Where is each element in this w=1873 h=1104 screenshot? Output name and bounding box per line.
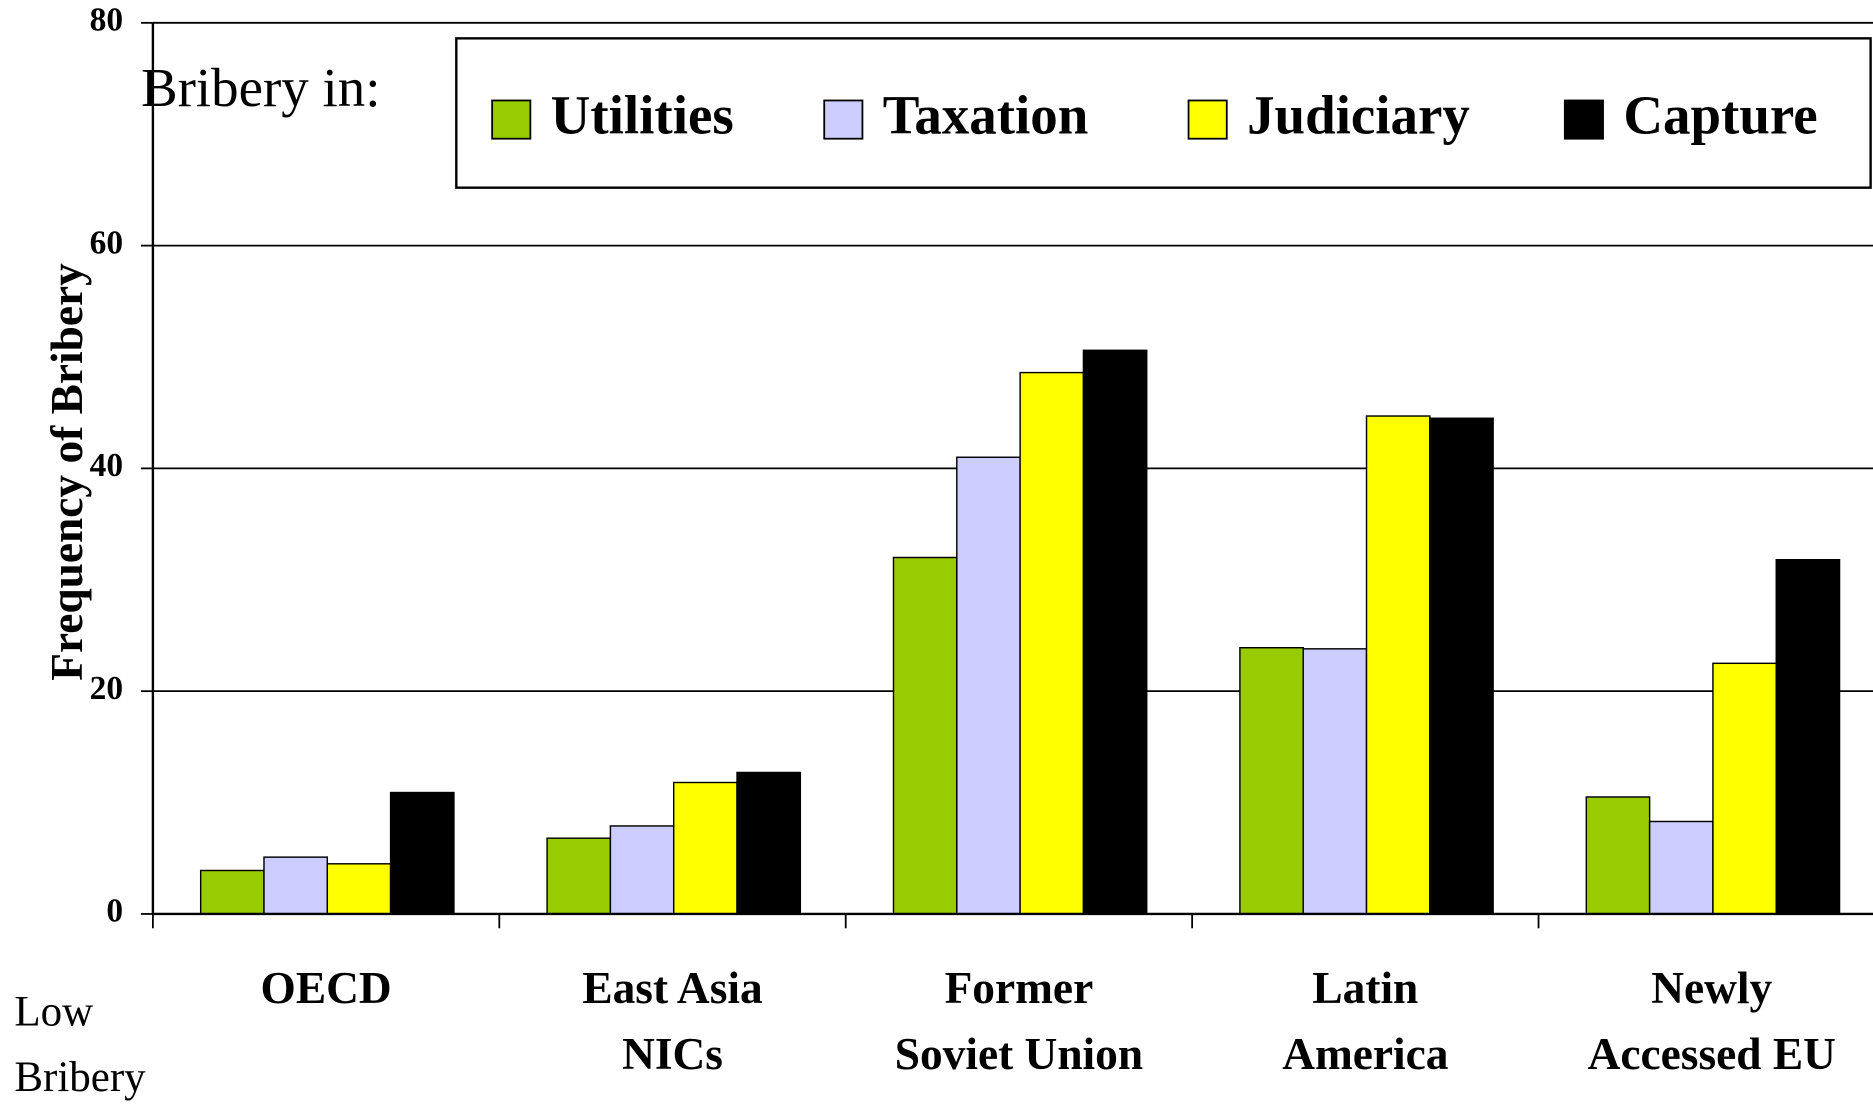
- legend-swatch: [1563, 99, 1604, 140]
- bar: [672, 781, 738, 915]
- bar: [736, 771, 802, 915]
- bar: [389, 791, 455, 915]
- bar: [546, 837, 612, 915]
- bar: [956, 456, 1021, 915]
- y-tick-label: 80: [90, 2, 123, 39]
- bar: [1082, 349, 1148, 915]
- x-tick-label: East Asia: [582, 963, 762, 1013]
- legend-swatch: [823, 99, 864, 140]
- bar: [1019, 371, 1085, 915]
- bar: [1239, 647, 1304, 915]
- x-tick-label: Latin: [1312, 963, 1418, 1013]
- legend-label: Utilities: [551, 84, 734, 145]
- bar: [1585, 796, 1651, 915]
- bar: [1712, 662, 1777, 915]
- y-tick-label: 20: [90, 670, 123, 707]
- bar: [609, 825, 675, 915]
- bar: [1365, 415, 1431, 915]
- bar: [1648, 820, 1714, 915]
- y-tick-label: 40: [90, 447, 123, 484]
- annotation: Low: [14, 988, 93, 1035]
- bar: [326, 863, 392, 915]
- x-tick-label: Accessed EU: [1588, 1029, 1836, 1079]
- bar: [1429, 417, 1494, 915]
- legend-label: Taxation: [883, 84, 1089, 145]
- legend-title: Bribery in:: [141, 57, 381, 118]
- bar: [1775, 559, 1841, 915]
- x-tick-label: OECD: [261, 963, 392, 1013]
- bar: [892, 556, 958, 915]
- y-axis-label: Frequency of Bribery: [42, 263, 92, 681]
- legend-swatch: [491, 99, 532, 140]
- x-tick-label: Newly: [1651, 963, 1772, 1013]
- legend-box: [455, 37, 1872, 189]
- bar: [1302, 648, 1368, 915]
- y-tick-label: 0: [106, 893, 123, 930]
- legend-label: Capture: [1623, 84, 1817, 145]
- y-tick-label: 60: [90, 224, 123, 261]
- bar: [199, 869, 265, 915]
- x-tick-label: Former: [945, 963, 1094, 1013]
- bar: [263, 856, 329, 915]
- legend-label: Judiciary: [1247, 84, 1470, 145]
- x-tick-label: America: [1282, 1029, 1448, 1079]
- legend-swatch: [1187, 99, 1228, 140]
- x-tick-label: Soviet Union: [895, 1029, 1143, 1079]
- x-tick-label: NICs: [622, 1029, 723, 1079]
- annotation: Bribery: [14, 1054, 146, 1101]
